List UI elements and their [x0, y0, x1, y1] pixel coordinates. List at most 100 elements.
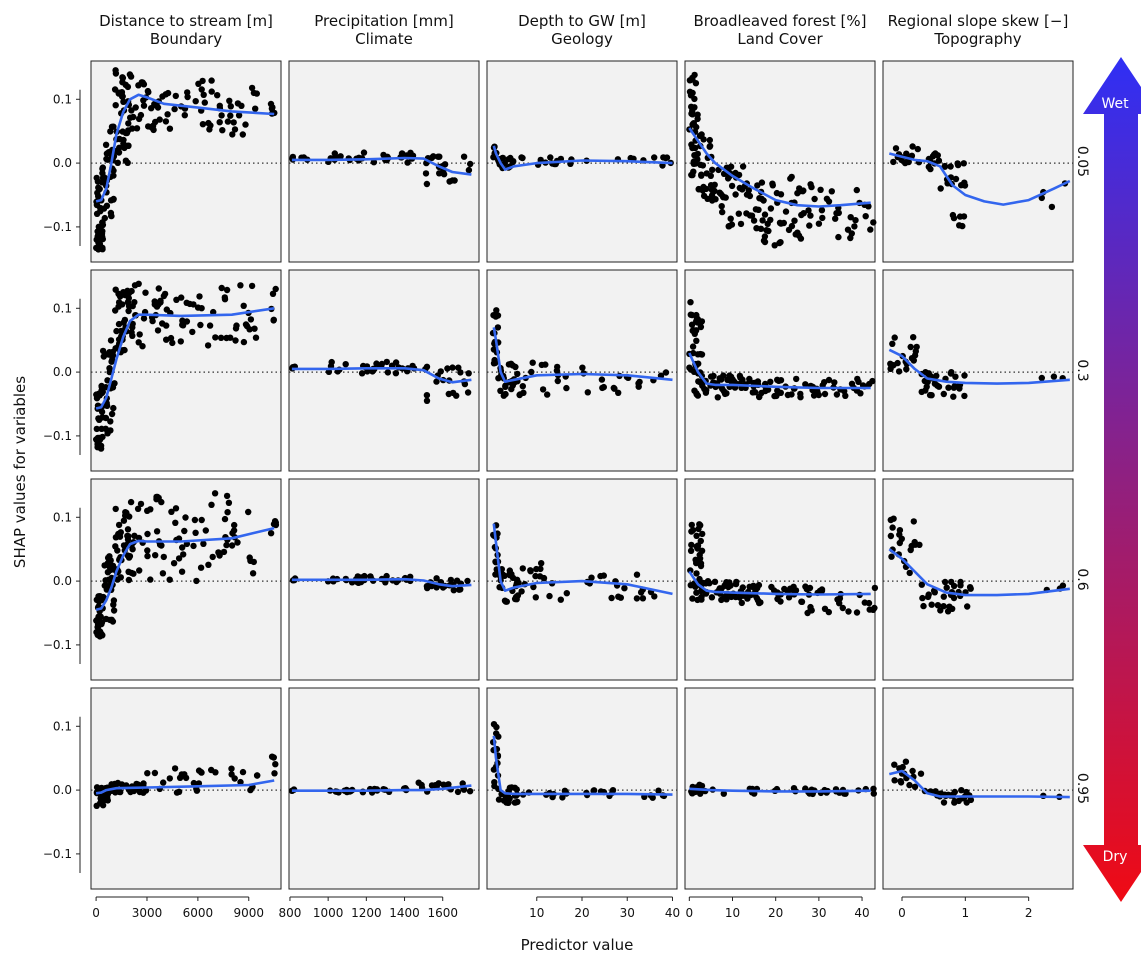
data-point [691, 152, 698, 159]
row-quantile-label: 0.3 [1074, 359, 1090, 381]
x-tick-label: 10 [529, 906, 544, 920]
data-point [907, 343, 914, 351]
data-point [694, 544, 701, 552]
data-point [828, 188, 835, 195]
y-tick-label: −0.1 [43, 638, 72, 652]
panel-background [882, 60, 1074, 263]
data-point [104, 583, 112, 590]
data-point [807, 606, 814, 613]
data-point [378, 360, 386, 368]
data-point [158, 498, 165, 506]
data-point [218, 112, 225, 119]
data-point [688, 141, 695, 148]
data-point [689, 120, 697, 128]
data-point [103, 155, 110, 163]
data-point [216, 552, 223, 559]
data-point [415, 779, 422, 786]
data-point [723, 580, 730, 587]
data-point [933, 372, 940, 379]
data-point [690, 168, 697, 175]
x-tick-label: 40 [665, 906, 680, 920]
smooth-trend-line [888, 769, 1070, 799]
data-point [370, 159, 378, 166]
data-point [212, 334, 219, 341]
data-point [115, 521, 123, 529]
data-point [865, 203, 872, 210]
data-point [719, 385, 726, 393]
data-point [225, 499, 233, 506]
data-point [194, 304, 202, 311]
data-point [144, 530, 151, 538]
data-point [695, 378, 702, 385]
dry-label: Dry [1103, 849, 1128, 865]
data-point [553, 367, 561, 374]
data-point [373, 360, 380, 367]
data-point [693, 390, 700, 397]
data-point [140, 81, 148, 88]
data-point [888, 553, 895, 560]
data-point [151, 301, 158, 308]
data-point [1038, 374, 1046, 382]
data-point [662, 369, 670, 376]
data-point [181, 771, 188, 778]
smooth-trend-line [95, 93, 275, 203]
data-point [598, 376, 606, 383]
data-point [120, 140, 127, 147]
data-point [895, 368, 903, 375]
data-point [422, 170, 430, 177]
data-point [248, 84, 256, 92]
data-point [232, 337, 239, 344]
data-point [814, 388, 821, 396]
data-point [697, 562, 705, 570]
data-point [931, 589, 938, 596]
data-point [950, 393, 957, 400]
data-point [145, 123, 152, 130]
data-point [689, 89, 696, 97]
data-point [698, 547, 706, 554]
data-point [887, 532, 895, 540]
data-point [221, 515, 229, 523]
data-point [702, 580, 709, 587]
x-axis: Predictor value 0 3000 6000 9000 800 1000 1200… [92, 896, 1033, 954]
x-tick-label: 2 [1025, 906, 1033, 920]
data-point [140, 315, 148, 322]
panel [288, 478, 480, 681]
data-point [167, 334, 175, 342]
data-point [817, 186, 824, 193]
data-point [716, 375, 723, 382]
data-point [175, 535, 183, 542]
data-point [756, 393, 763, 400]
data-point [409, 362, 416, 370]
data-point [945, 384, 952, 391]
data-point [155, 285, 162, 292]
data-point [125, 307, 132, 315]
data-point [776, 239, 783, 247]
x-tick-label: 1000 [313, 906, 344, 920]
data-point [836, 600, 843, 607]
smooth-trend-line [95, 779, 275, 795]
data-point [794, 190, 801, 197]
data-point [440, 781, 447, 788]
y-tick-label: 0.0 [53, 574, 72, 588]
data-point [807, 212, 814, 219]
data-point [739, 584, 746, 591]
data-point [963, 799, 970, 806]
smooth-trend-line [688, 352, 871, 390]
data-point [217, 334, 225, 341]
data-point [227, 334, 234, 341]
data-point [519, 154, 526, 162]
data-point [755, 581, 763, 589]
data-point [791, 217, 798, 224]
data-point [699, 162, 707, 169]
row-labels: 0.05 0.3 0.6 0.95 [1074, 146, 1090, 804]
row-quantile-label: 0.6 [1074, 568, 1090, 590]
data-point [116, 533, 124, 540]
panel [486, 687, 678, 890]
data-point [870, 785, 877, 792]
data-point [491, 779, 498, 786]
data-point [726, 376, 733, 384]
data-point [714, 394, 721, 401]
data-point [761, 233, 769, 240]
data-point [98, 389, 106, 397]
data-point [105, 149, 113, 156]
